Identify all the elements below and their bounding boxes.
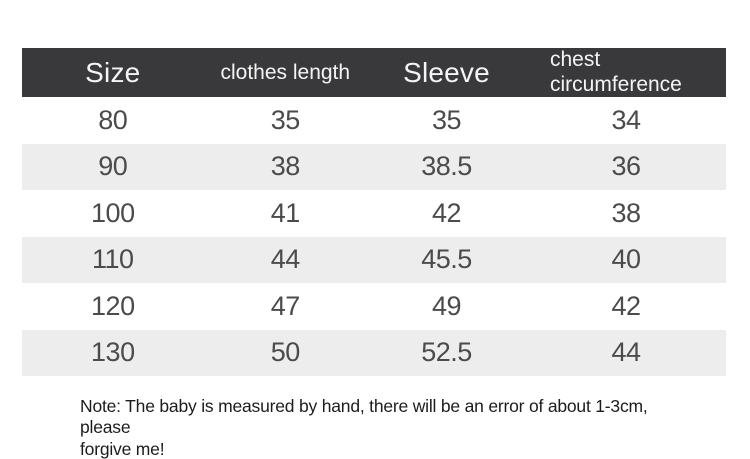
size-table: Size clothes length Sleeve chest circumf…: [22, 48, 726, 376]
table-cell: 38: [611, 197, 641, 228]
table-cell: 100: [91, 197, 135, 228]
table-cell: 52.5: [421, 337, 472, 368]
table-cell: 42: [611, 290, 641, 321]
table-cell: 34: [611, 104, 641, 135]
table-cell: 44: [270, 244, 301, 275]
table-row-100: 100 41 42 38: [22, 190, 726, 237]
table-cell: 120: [91, 290, 135, 321]
table-cell: 40: [611, 244, 641, 275]
table-row-90: 90 38 38.5 36: [22, 143, 726, 190]
table-row-120: 120 47 49 42: [22, 283, 726, 330]
table-cell: 42: [431, 197, 462, 228]
table-cell: 36: [611, 151, 641, 182]
table-cell: 44: [611, 337, 641, 368]
table-header-row: Size clothes length Sleeve chest circumf…: [22, 48, 726, 97]
table-cell: 38.5: [421, 151, 472, 182]
measurement-note: Note: The baby is measured by hand, ther…: [80, 396, 648, 459]
header-label-chest-circumference: chest circumference: [549, 48, 682, 96]
table-cell: 41: [270, 197, 301, 228]
table-cell: 35: [431, 104, 462, 135]
table-cell: 45.5: [421, 244, 472, 275]
table-row-110: 110 44 45.5 40: [22, 236, 726, 283]
table-cell: 47: [270, 290, 301, 321]
header-cell-sleeve: Sleeve: [403, 56, 490, 88]
table-row-130: 130 50 52.5 44: [22, 329, 726, 376]
table-row-80: 80 35 35 34: [22, 97, 726, 144]
table-cell: 38: [270, 151, 301, 182]
header-cell-clothes-length: clothes length: [220, 60, 351, 84]
table-cell: 130: [91, 337, 135, 368]
table-cell: 80: [98, 104, 128, 135]
header-cell-size: Size: [85, 56, 141, 88]
table-cell: 110: [92, 244, 134, 275]
header-cell-chest-circumference: chest circumference: [526, 48, 726, 97]
table-cell: 90: [98, 151, 128, 182]
table-cell: 50: [270, 337, 301, 368]
table-cell: 35: [270, 104, 301, 135]
table-cell: 49: [431, 290, 462, 321]
